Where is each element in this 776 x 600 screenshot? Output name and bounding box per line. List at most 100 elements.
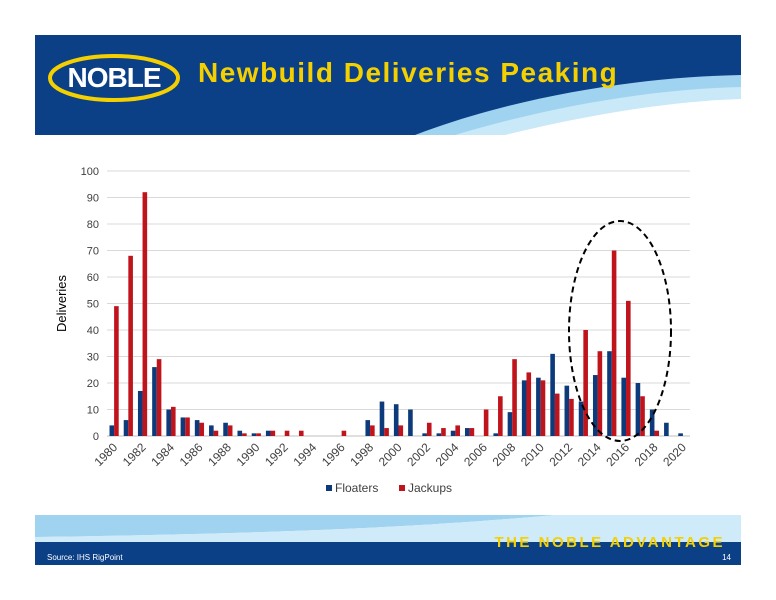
- x-tick-label: 2006: [461, 440, 490, 469]
- bar-jackups: [569, 398, 574, 436]
- x-tick-label: 1984: [148, 440, 177, 469]
- bar-floaters: [365, 420, 371, 436]
- bar-floaters: [550, 353, 555, 436]
- y-tick-label: 90: [87, 193, 99, 205]
- bar-jackups: [526, 372, 532, 436]
- bar-floaters: [393, 404, 399, 436]
- bar-floaters: [152, 367, 157, 436]
- bar-jackups: [384, 428, 389, 436]
- bar-jackups: [441, 428, 446, 436]
- bar-jackups: [199, 422, 205, 436]
- bar-jackups: [597, 351, 603, 436]
- bar-jackups: [469, 428, 475, 436]
- bar-jackups: [370, 425, 375, 436]
- bar-floaters: [621, 377, 627, 436]
- header-banner: NOBLE Newbuild Deliveries Peaking: [35, 35, 741, 135]
- tagline: THE NOBLE ADVANTAGE: [494, 534, 725, 551]
- bar-jackups: [270, 430, 276, 436]
- source-note: Source: IHS RigPoint: [47, 553, 123, 562]
- x-tick-label: 1982: [120, 440, 149, 469]
- bar-floaters: [265, 430, 271, 436]
- bar-floaters: [464, 428, 470, 436]
- bar-jackups: [455, 425, 460, 436]
- legend-label: Jackups: [408, 481, 452, 495]
- bar-jackups: [512, 359, 517, 436]
- y-tick-label: 80: [87, 219, 99, 231]
- bar-jackups: [128, 255, 133, 436]
- x-tick-label: 1988: [205, 440, 234, 469]
- bar-jackups: [640, 396, 645, 436]
- x-tick-label: 1992: [262, 440, 291, 469]
- bar-floaters: [592, 375, 598, 436]
- bar-floaters: [436, 433, 442, 436]
- page-title: Newbuild Deliveries Peaking: [198, 57, 619, 88]
- y-tick-label: 40: [87, 325, 99, 337]
- x-tick-label: 1994: [291, 440, 320, 469]
- bar-floaters: [493, 433, 499, 436]
- x-tick-label: 2002: [404, 440, 433, 469]
- bar-floaters: [194, 420, 200, 436]
- y-tick-label: 70: [87, 246, 99, 258]
- bar-floaters: [536, 377, 541, 436]
- bar-jackups: [540, 380, 546, 436]
- bar-floaters: [123, 420, 129, 436]
- bar-jackups: [398, 425, 404, 436]
- y-tick-label: 50: [87, 299, 99, 311]
- bar-jackups: [483, 409, 489, 436]
- bar-floaters: [166, 409, 171, 436]
- bar-floaters: [137, 390, 143, 436]
- bar-floaters: [237, 430, 243, 436]
- y-tick-label: 30: [87, 352, 99, 364]
- bar-jackups: [426, 422, 432, 436]
- legend-swatch: [399, 485, 405, 491]
- bar-jackups: [213, 430, 219, 436]
- bar-floaters: [507, 412, 513, 436]
- bar-floaters: [635, 383, 641, 436]
- bar-jackups: [554, 393, 560, 436]
- page-number: 14: [722, 553, 731, 562]
- bar-jackups: [242, 433, 247, 436]
- x-tick-label: 2004: [433, 440, 462, 469]
- x-tick-label: 2018: [632, 440, 661, 469]
- y-tick-label: 0: [93, 431, 99, 443]
- bar-jackups: [626, 300, 631, 436]
- logo-ellipse-icon: [48, 54, 180, 102]
- x-tick-label: 1980: [91, 440, 120, 469]
- footer-bar: [35, 542, 741, 565]
- x-tick-label: 2014: [575, 440, 604, 469]
- bar-jackups: [298, 430, 304, 436]
- bar-jackups: [654, 430, 660, 436]
- bar-jackups: [583, 330, 588, 436]
- x-tick-label: 2008: [490, 440, 519, 469]
- legend-swatch: [326, 485, 332, 491]
- y-tick-label: 100: [81, 166, 99, 178]
- bar-floaters: [564, 385, 570, 436]
- bar-floaters: [521, 380, 527, 436]
- bar-floaters: [649, 409, 655, 436]
- footer-wave: [35, 515, 741, 542]
- bar-jackups: [227, 425, 233, 436]
- bar-floaters: [664, 422, 669, 436]
- x-tick-label: 2016: [603, 440, 632, 469]
- y-axis-label: Deliveries: [54, 274, 69, 332]
- footer-banner: THE NOBLE ADVANTAGE Source: IHS RigPoint…: [35, 515, 741, 565]
- bar-jackups: [611, 250, 617, 436]
- x-tick-label: 1986: [177, 440, 206, 469]
- bar-jackups: [156, 359, 162, 436]
- bar-floaters: [209, 425, 214, 436]
- bar-jackups: [142, 192, 148, 436]
- bar-jackups: [185, 417, 190, 436]
- legend-label: Floaters: [335, 481, 378, 495]
- x-tick-label: 2020: [660, 440, 689, 469]
- y-tick-label: 20: [87, 378, 99, 390]
- bar-floaters: [223, 422, 228, 436]
- x-tick-label: 1998: [347, 440, 376, 469]
- bar-jackups: [498, 396, 503, 436]
- x-tick-label: 1990: [234, 440, 263, 469]
- bar-jackups: [256, 433, 261, 436]
- y-tick-label: 60: [87, 272, 99, 284]
- noble-logo: NOBLE: [47, 53, 181, 103]
- bar-floaters: [180, 417, 186, 436]
- bar-jackups: [284, 430, 290, 436]
